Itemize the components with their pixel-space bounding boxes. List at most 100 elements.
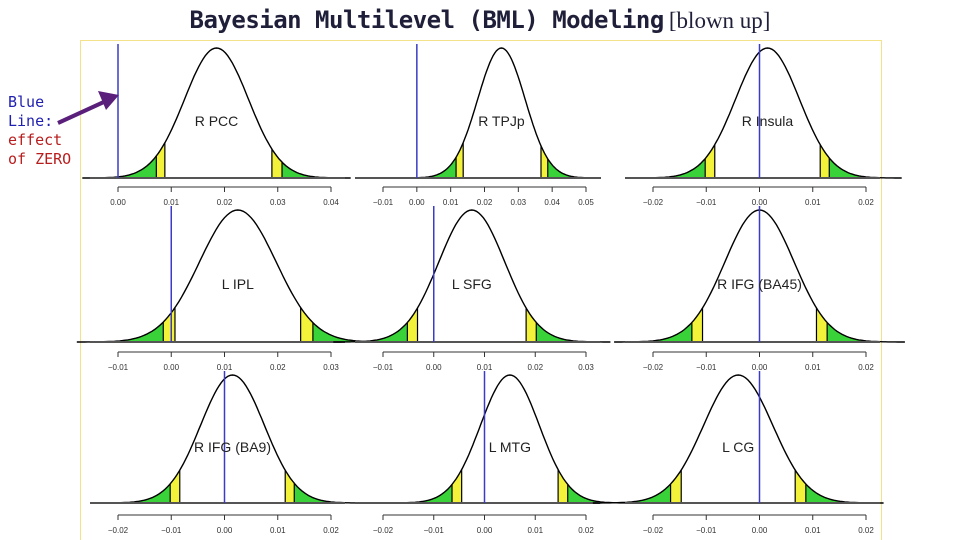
- region-label: R IFG (BA45): [717, 276, 802, 292]
- density-curve: [386, 374, 634, 504]
- title-suffix: [blown up]: [668, 8, 771, 33]
- x-tick-label: 0.01: [477, 363, 493, 372]
- panel-r-tpjp: R TPJp −0.01 0.00 0.01 0.02 0.03 0.04 0.05: [355, 44, 601, 207]
- x-tick-label: −0.01: [161, 526, 182, 535]
- x-tick-label: 0.04: [323, 198, 339, 207]
- x-tick-label: 0.02: [270, 363, 286, 372]
- density-curve: [76, 209, 399, 343]
- x-tick-label: −0.02: [643, 526, 664, 535]
- region-label: R PCC: [195, 113, 239, 129]
- x-tick-label: −0.01: [696, 198, 717, 207]
- density-curve: [592, 374, 884, 504]
- x-tick-label: 0.02: [858, 526, 874, 535]
- x-tick-label: −0.01: [696, 526, 717, 535]
- region-label: R TPJp: [478, 113, 525, 129]
- x-tick-label: 0.00: [426, 363, 442, 372]
- x-tick-label: 0.01: [805, 363, 821, 372]
- upper-tail-inner-area: [526, 307, 537, 342]
- lower-tail-inner-area: [705, 144, 715, 178]
- x-tick-label: −0.01: [373, 363, 394, 372]
- x-tick-label: 0.03: [270, 198, 286, 207]
- figure-frame: [80, 40, 882, 540]
- x-tick-label: 0.00: [110, 198, 126, 207]
- density-curve: [333, 209, 611, 343]
- panel-l-cg: L CG −0.02 −0.01 0.00 0.01 0.02: [592, 371, 884, 535]
- region-label: L MTG: [489, 439, 531, 455]
- zero-line-annotation: Blue Line: effect of ZERO: [8, 93, 71, 169]
- lower-tail-inner-area: [163, 307, 175, 342]
- x-tick-label: 0.04: [544, 198, 560, 207]
- x-tick-label: 0.00: [477, 526, 493, 535]
- x-tick-label: −0.02: [108, 526, 129, 535]
- x-tick-label: 0.01: [805, 526, 821, 535]
- density-curve: [82, 47, 351, 179]
- region-label: R IFG (BA9): [194, 439, 271, 455]
- slide-title: Bayesian Multilevel (BML) Modeling [blow…: [0, 6, 960, 34]
- annotation-line-1: Blue: [8, 93, 45, 111]
- x-tick-label: 0.00: [752, 198, 768, 207]
- density-curve: [98, 374, 367, 504]
- x-tick-label: −0.02: [643, 363, 664, 372]
- panel-r-ifg-ba9: R IFG (BA9) −0.02 −0.01 0.00 0.01 0.02: [90, 371, 367, 535]
- upper-tail-inner-area: [300, 307, 313, 342]
- x-tick-label: 0.02: [323, 526, 339, 535]
- upper-tail-inner-area: [285, 470, 295, 503]
- lower-tail-inner-area: [156, 142, 165, 178]
- x-tick-label: 0.01: [443, 198, 459, 207]
- lower-tail-inner-area: [456, 142, 464, 178]
- x-tick-label: −0.01: [696, 363, 717, 372]
- annotation-line-2: Line:: [8, 112, 54, 130]
- x-tick-label: −0.01: [424, 526, 445, 535]
- x-tick-label: 0.03: [511, 198, 527, 207]
- annotation-line-3: effect: [8, 131, 63, 149]
- x-tick-label: 0.03: [578, 363, 594, 372]
- panel-l-sfg: L SFG −0.01 0.00 0.01 0.02 0.03: [333, 206, 611, 372]
- x-tick-label: −0.01: [108, 363, 129, 372]
- x-tick-label: 0.01: [805, 198, 821, 207]
- x-tick-label: 0.01: [217, 363, 233, 372]
- upper-tail-inner-area: [558, 469, 568, 503]
- panel-l-ipl: L IPL −0.01 0.00 0.01 0.02 0.03: [76, 206, 399, 372]
- x-tick-label: 0.01: [270, 526, 286, 535]
- density-curve: [633, 47, 902, 179]
- x-tick-label: 0.00: [217, 526, 233, 535]
- panel-l-mtg: L MTG −0.02 −0.01 0.00 0.01 0.02: [355, 371, 634, 535]
- upper-tail-inner-area: [795, 470, 806, 503]
- lower-tail-inner-area: [407, 307, 418, 342]
- upper-tail-inner-area: [820, 144, 830, 178]
- density-curve: [401, 47, 601, 179]
- x-tick-label: 0.02: [858, 198, 874, 207]
- x-tick-label: 0.00: [752, 526, 768, 535]
- x-tick-label: 0.02: [217, 198, 233, 207]
- x-tick-label: −0.01: [373, 198, 394, 207]
- x-tick-label: 0.01: [163, 198, 179, 207]
- upper-tail-inner-area: [271, 149, 282, 178]
- x-tick-label: 0.00: [752, 363, 768, 372]
- x-tick-label: 0.03: [323, 363, 339, 372]
- x-tick-label: 0.02: [477, 198, 493, 207]
- x-tick-label: 0.02: [858, 363, 874, 372]
- x-tick-label: 0.00: [163, 363, 179, 372]
- x-tick-label: 0.02: [527, 363, 543, 372]
- panel-r-insula: R Insula −0.02 −0.01 0.00 0.01 0.02: [625, 44, 902, 207]
- x-tick-label: 0.00: [409, 198, 425, 207]
- x-tick-label: 0.01: [527, 526, 543, 535]
- lower-tail-inner-area: [170, 470, 180, 503]
- upper-tail-inner-area: [541, 145, 548, 178]
- upper-tail-inner-area: [816, 307, 828, 342]
- title-main: Bayesian Multilevel (BML) Modeling: [189, 6, 665, 34]
- region-label: R Insula: [742, 113, 794, 129]
- x-tick-label: 0.05: [578, 198, 594, 207]
- lower-tail-inner-area: [452, 469, 462, 503]
- x-tick-label: −0.02: [643, 198, 664, 207]
- x-tick-label: −0.02: [373, 526, 394, 535]
- lower-tail-inner-area: [670, 470, 682, 503]
- panel-r-pcc: R PCC 0.00 0.01 0.02 0.03 0.04: [82, 44, 351, 207]
- region-label: L IPL: [222, 276, 254, 292]
- region-label: L SFG: [452, 276, 492, 292]
- panel-r-ifg-ba45: R IFG (BA45) −0.02 −0.01 0.00 0.01 0.02: [614, 206, 905, 372]
- region-label: L CG: [722, 439, 754, 455]
- annotation-line-4: of ZERO: [8, 150, 72, 168]
- x-tick-label: 0.02: [578, 526, 594, 535]
